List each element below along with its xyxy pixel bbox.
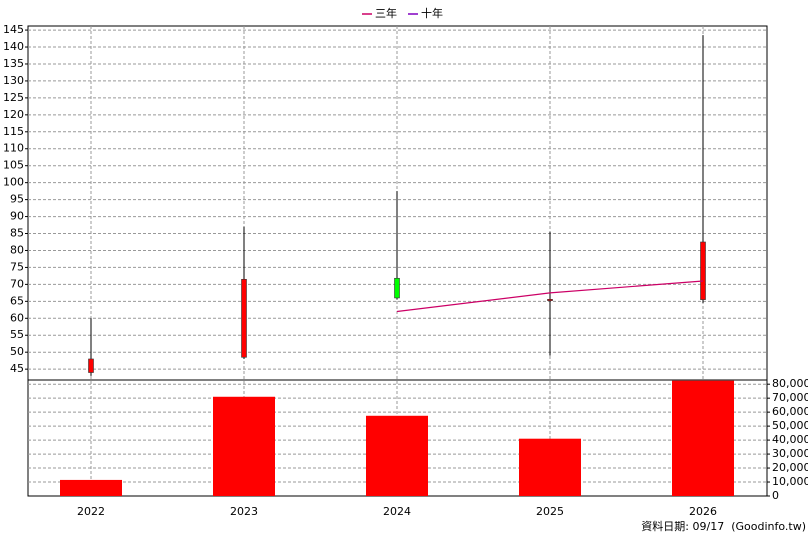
- candle-body: [394, 277, 400, 299]
- x-tick-label: 2022: [77, 505, 105, 518]
- y-tick-label: 75: [10, 260, 24, 273]
- footer: 資料日期: 09/17 (Goodinfo.tw): [641, 519, 806, 533]
- legend-label: 十年: [421, 6, 443, 20]
- y-tick-label: 130: [3, 74, 24, 87]
- x-tick-label: 2023: [230, 505, 258, 518]
- legend-label: 三年: [375, 6, 397, 20]
- x-tick-label: 2025: [536, 505, 564, 518]
- y-tick-label: 95: [10, 193, 24, 206]
- y2-tick-label: 60,000: [772, 405, 808, 418]
- y-tick-label: 90: [10, 210, 24, 223]
- y-tick-label: 145: [3, 23, 24, 36]
- y2-tick-label: 20,000: [772, 461, 808, 474]
- average-line: [396, 280, 704, 313]
- y-tick-label: 120: [3, 108, 24, 121]
- y-tick-label: 50: [10, 345, 24, 358]
- y-tick-label: 70: [10, 277, 24, 290]
- y-tick-label: 105: [3, 159, 24, 172]
- y-tick-label: 80: [10, 243, 24, 256]
- y-tick-label: 110: [3, 142, 24, 155]
- y2-tick-label: 80,000: [772, 377, 808, 390]
- y-tick-label: 55: [10, 328, 24, 341]
- y-tick-label: 140: [3, 40, 24, 53]
- candle-body: [547, 298, 553, 301]
- y2-tick-label: 40,000: [772, 433, 808, 446]
- y-tick-label: 125: [3, 91, 24, 104]
- candle-body: [700, 241, 706, 300]
- y-tick-label: 45: [10, 362, 24, 375]
- volume-bar: [213, 396, 275, 496]
- x-tick-label: 2024: [383, 505, 411, 518]
- y-tick-label: 100: [3, 176, 24, 189]
- volume-bar: [519, 438, 581, 496]
- y-tick-label: 115: [3, 125, 24, 138]
- y2-tick-label: 50,000: [772, 419, 808, 432]
- y-tick-label: 135: [3, 57, 24, 70]
- y-tick-label: 65: [10, 294, 24, 307]
- candle-body: [241, 278, 247, 358]
- volume-bar: [60, 479, 122, 496]
- volume-bar: [366, 415, 428, 496]
- volume-bar: [672, 380, 734, 496]
- y2-tick-label: 70,000: [772, 391, 808, 404]
- x-tick-label: 2026: [689, 505, 717, 518]
- y-tick-label: 85: [10, 227, 24, 240]
- candle-body: [88, 358, 94, 373]
- y2-tick-label: 30,000: [772, 447, 808, 460]
- y2-tick-label: 0: [772, 489, 779, 502]
- y2-tick-label: 10,000: [772, 475, 808, 488]
- y-tick-label: 60: [10, 311, 24, 324]
